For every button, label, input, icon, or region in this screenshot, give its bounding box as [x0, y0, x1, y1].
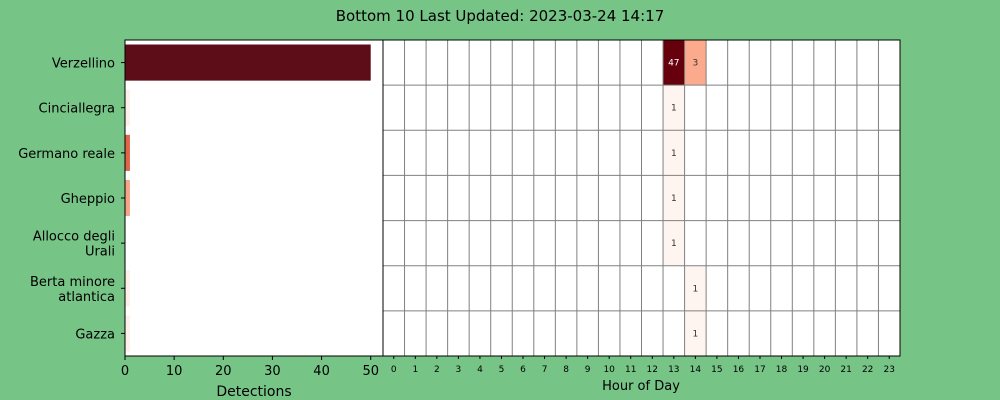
hour-tick-label: 6	[520, 365, 526, 375]
hour-tick-label: 13	[668, 365, 679, 375]
hour-tick-label: 21	[840, 365, 851, 375]
chart-title: Bottom 10 Last Updated: 2023-03-24 14:17	[336, 7, 665, 25]
bar-0	[125, 44, 371, 81]
hour-tick-label: 22	[862, 365, 873, 375]
category-label: Germano reale	[18, 147, 115, 162]
heatmap-cell	[663, 40, 685, 86]
heatmap-cell	[663, 175, 685, 221]
hour-tick-label: 19	[797, 365, 809, 375]
heatmap-cell-value: 1	[692, 284, 698, 294]
bar-1	[125, 89, 130, 126]
heatmap-cell-value: 47	[668, 59, 679, 69]
hour-tick-label: 9	[585, 365, 591, 375]
heatmap-cell	[663, 130, 685, 176]
heatmap-cell	[663, 85, 685, 131]
x-tick-label: 0	[121, 364, 129, 379]
hour-tick-label: 7	[542, 365, 548, 375]
hour-tick-label: 1	[412, 365, 418, 375]
bar-6	[125, 315, 130, 352]
heatmap-cell-value: 1	[692, 329, 698, 339]
bar-plot-area	[125, 40, 383, 356]
heatmap-cell	[684, 265, 707, 311]
hour-tick-label: 18	[776, 365, 788, 375]
bar-3	[125, 179, 130, 217]
hour-tick-label: 5	[499, 365, 505, 375]
heatmap-cell-value: 1	[671, 104, 677, 114]
detections-bar-chart: Verzellino Cinciallegra Germano reale Ghepp…	[18, 39, 384, 400]
hour-tick-label: 15	[711, 365, 722, 375]
x-tick-label: 40	[313, 364, 330, 379]
heatmap-cell-value: 1	[671, 194, 677, 204]
category-label: Cinciallegra	[39, 102, 115, 117]
hour-tick-label: 12	[647, 365, 658, 375]
heatmap-cell	[684, 40, 707, 86]
hour-tick-label: 20	[819, 365, 831, 375]
hour-tick-label: 17	[754, 365, 765, 375]
x-tick-label: 30	[264, 364, 281, 379]
hour-tick-label: 0	[391, 365, 397, 375]
category-label: Gazza	[75, 327, 115, 342]
heatmap-cell	[663, 220, 685, 266]
hour-tick-label: 23	[884, 365, 895, 375]
hour-tick-label: 8	[563, 365, 569, 375]
heatmap-cell-value: 1	[671, 149, 677, 159]
hour-tick-label: 16	[733, 365, 745, 375]
category-label: Allocco degli Urali	[33, 230, 115, 260]
x-tick-label: 20	[215, 364, 232, 379]
hour-tick-label: 11	[625, 365, 636, 375]
bar-x-axis-label: Detections	[216, 384, 291, 400]
bar-2	[125, 134, 130, 171]
x-tick-label: 10	[166, 364, 183, 379]
x-tick-label: 50	[362, 364, 379, 379]
category-label: Verzellino	[52, 57, 115, 72]
category-label: Gheppio	[61, 192, 115, 207]
heatmap-cell	[684, 310, 707, 356]
heatmap-x-axis-label: Hour of Day	[602, 379, 680, 394]
hour-tick-label: 14	[690, 365, 702, 375]
bar-5	[125, 270, 130, 307]
heatmap-cell-value: 3	[692, 59, 698, 69]
category-label: Berta minore atlantica	[30, 275, 115, 305]
hour-tick-label: 4	[477, 365, 483, 375]
heatmap-frame	[382, 39, 901, 357]
heatmap-cell-value: 1	[671, 239, 677, 249]
hour-tick-label: 10	[603, 365, 615, 375]
hour-tick-label: 2	[434, 365, 440, 375]
hour-tick-label: 3	[456, 365, 462, 375]
